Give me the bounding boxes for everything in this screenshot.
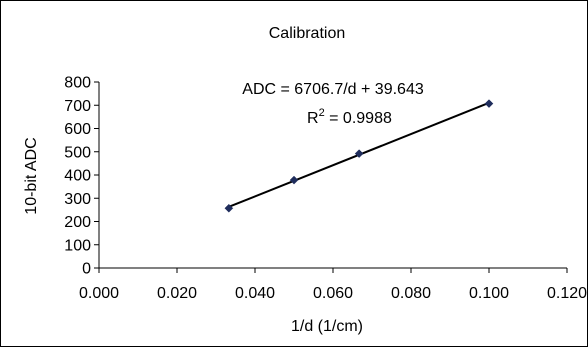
x-tick-label: 0.040: [235, 285, 275, 302]
x-axis-label: 1/d (1/cm): [291, 318, 363, 335]
y-tick-label: 500: [64, 144, 91, 161]
y-tick-label: 800: [64, 75, 91, 92]
chart-title: Calibration: [269, 25, 345, 42]
x-tick-label: 0.020: [157, 285, 197, 302]
x-tick-label: 0.120: [547, 285, 587, 302]
r-squared-label: R: [307, 110, 319, 127]
y-tick-label: 600: [64, 121, 91, 138]
x-tick-label: 0.060: [313, 285, 353, 302]
x-tick-label: 0.000: [79, 285, 119, 302]
y-tick-label: 0: [82, 261, 91, 278]
r-squared-value: = 0.9988: [325, 110, 392, 127]
y-tick-label: 700: [64, 98, 91, 115]
x-tick-label: 0.080: [391, 285, 431, 302]
y-tick-label: 100: [64, 237, 91, 254]
y-tick-label: 400: [64, 168, 91, 185]
x-tick-label: 0.100: [469, 285, 509, 302]
y-axis-label: 10-bit ADC: [23, 137, 40, 214]
y-tick-label: 200: [64, 214, 91, 231]
trendline-equation: ADC = 6706.7/d + 39.643: [242, 81, 424, 98]
y-tick-label: 300: [64, 191, 91, 208]
